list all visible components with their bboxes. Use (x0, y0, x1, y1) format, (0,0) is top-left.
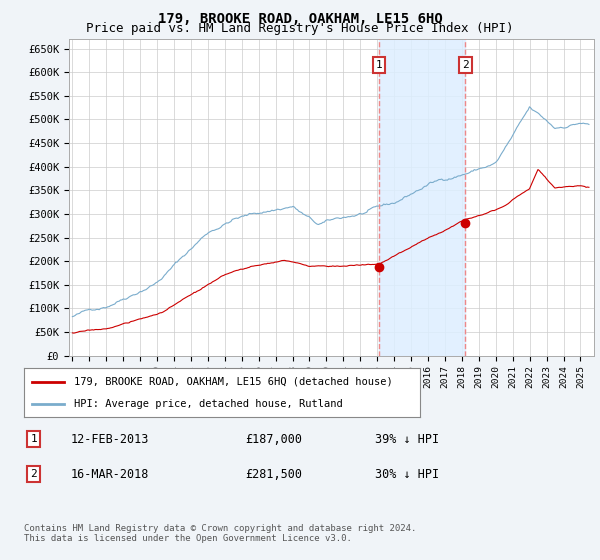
Text: 30% ↓ HPI: 30% ↓ HPI (374, 468, 439, 481)
Text: 179, BROOKE ROAD, OAKHAM, LE15 6HQ (detached house): 179, BROOKE ROAD, OAKHAM, LE15 6HQ (deta… (74, 377, 392, 386)
Text: 2: 2 (31, 469, 37, 479)
Text: 39% ↓ HPI: 39% ↓ HPI (374, 432, 439, 446)
Text: 16-MAR-2018: 16-MAR-2018 (71, 468, 149, 481)
Text: 179, BROOKE ROAD, OAKHAM, LE15 6HQ: 179, BROOKE ROAD, OAKHAM, LE15 6HQ (158, 12, 442, 26)
Text: £187,000: £187,000 (245, 432, 302, 446)
Text: 1: 1 (376, 60, 383, 70)
Bar (379, 39, 466, 356)
Text: 12-FEB-2013: 12-FEB-2013 (71, 432, 149, 446)
Text: 2: 2 (462, 60, 469, 70)
Text: £281,500: £281,500 (245, 468, 302, 481)
Text: Contains HM Land Registry data © Crown copyright and database right 2024.
This d: Contains HM Land Registry data © Crown c… (24, 524, 416, 543)
Text: HPI: Average price, detached house, Rutland: HPI: Average price, detached house, Rutl… (74, 399, 342, 409)
Text: Price paid vs. HM Land Registry's House Price Index (HPI): Price paid vs. HM Land Registry's House … (86, 22, 514, 35)
Text: 1: 1 (31, 434, 37, 444)
